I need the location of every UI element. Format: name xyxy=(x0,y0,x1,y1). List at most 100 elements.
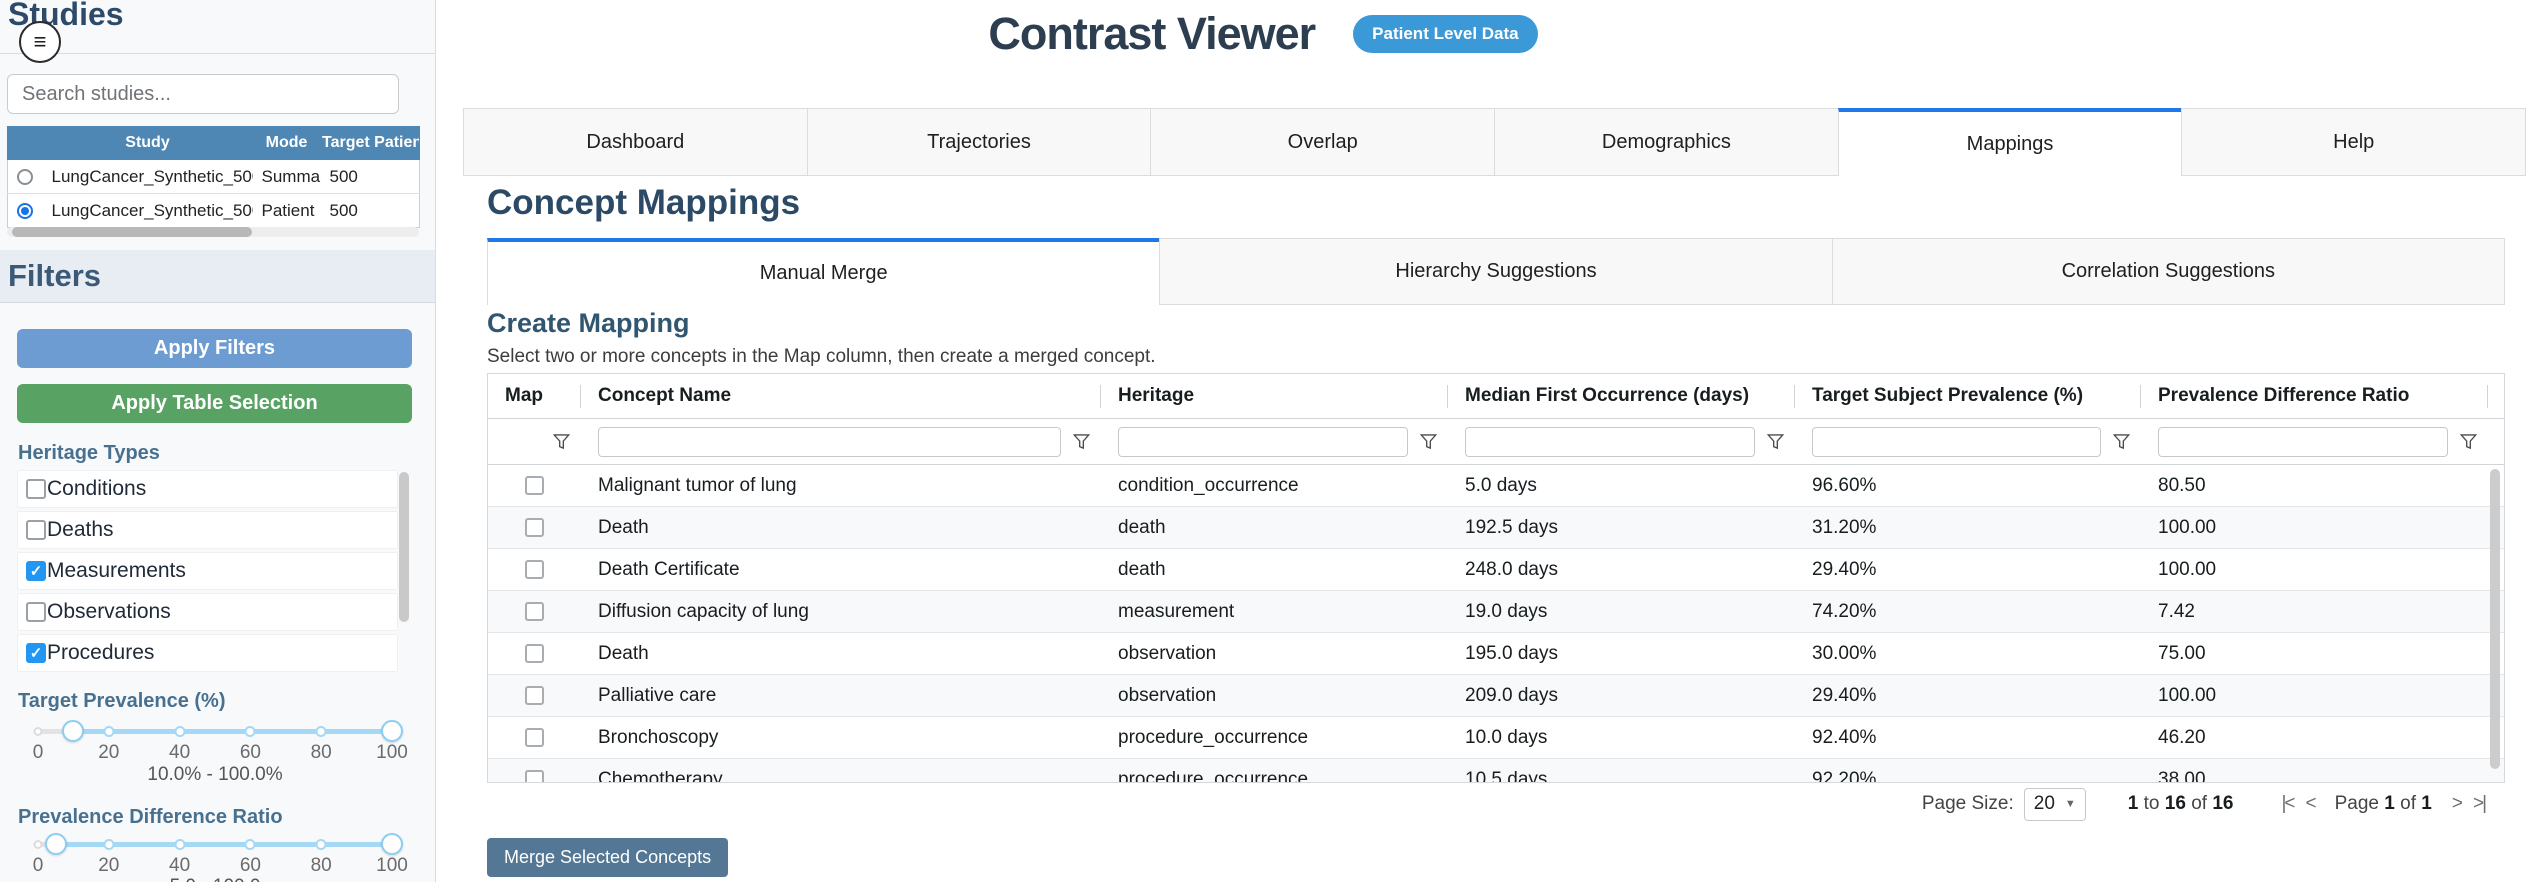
row-checkbox[interactable]: ✓ xyxy=(525,644,544,663)
heritage-option-measurements[interactable]: ✓ Measurements xyxy=(17,552,398,590)
study-radio[interactable] xyxy=(17,169,34,186)
row-checkbox[interactable]: ✓ xyxy=(525,476,544,495)
tab-demographics[interactable]: Demographics xyxy=(1494,108,1839,176)
filter-funnel-icon[interactable] xyxy=(541,433,581,450)
prevalence-difference-ratio-filter-input[interactable] xyxy=(2158,426,2448,457)
concept-name-cell: Death xyxy=(598,516,649,538)
heritage-option-procedures[interactable]: ✓ Procedures xyxy=(17,634,398,672)
heritage-option-deaths[interactable]: ✓ Deaths xyxy=(17,511,398,549)
filter-funnel-icon[interactable] xyxy=(1061,433,1101,450)
filter-funnel-icon[interactable] xyxy=(1408,433,1448,450)
app-title: Contrast Viewer xyxy=(988,8,1316,59)
menu-button[interactable]: ≡ xyxy=(19,21,61,63)
filter-funnel-icon[interactable] xyxy=(1755,433,1795,450)
grid-pagination: Page Size: 20 ▼ 1 to 16 of 16 |< < Page … xyxy=(487,783,2505,825)
concept-row[interactable]: ✓ Bronchoscopy procedure_occurrence 10.0… xyxy=(488,717,2504,759)
slider-tick xyxy=(33,840,43,849)
scrollbar-thumb[interactable] xyxy=(12,227,252,237)
filter-funnel-icon[interactable] xyxy=(2101,433,2141,450)
concept-row[interactable]: ✓ Death death 192.5 days 31.20% 100.00 xyxy=(488,507,2504,549)
tab-mappings[interactable]: Mappings xyxy=(1837,108,2183,176)
concept-name-cell: Death xyxy=(598,642,649,664)
median-first-occurrence-cell: 195.0 days xyxy=(1465,642,1558,664)
target-subject-prevalence-filter-input[interactable] xyxy=(1812,426,2101,457)
row-checkbox[interactable]: ✓ xyxy=(525,560,544,579)
column-header-target-subject-prevalence[interactable]: Target Subject Prevalence (%) xyxy=(1795,374,2141,418)
slider-tick xyxy=(103,726,115,737)
concept-row[interactable]: ✓ Death observation 195.0 days 30.00% 75… xyxy=(488,633,2504,675)
checkbox-checked[interactable]: ✓ xyxy=(26,561,46,581)
subtab-manual-merge[interactable]: Manual Merge xyxy=(487,238,1161,305)
concept-row[interactable]: ✓ Chemotherapy procedure_occurrence 10.5… xyxy=(488,759,2504,782)
studies-table-header: Study Mode Target Patients xyxy=(7,126,420,160)
filter-funnel-icon[interactable] xyxy=(2448,433,2488,450)
tab-trajectories[interactable]: Trajectories xyxy=(806,108,1152,176)
apply-filters-button[interactable]: Apply Filters xyxy=(17,329,412,368)
column-header-map[interactable]: Map xyxy=(488,374,581,418)
checkbox-unchecked[interactable]: ✓ xyxy=(26,602,46,622)
chevron-down-icon: ▼ xyxy=(2064,798,2076,810)
study-name-cell: LungCancer_Synthetic_500 xyxy=(42,193,253,228)
search-input[interactable] xyxy=(7,74,399,114)
column-header-median-first-occurrence[interactable]: Median First Occurrence (days) xyxy=(1448,374,1795,418)
slider-tick xyxy=(244,839,256,850)
merge-selected-concepts-button[interactable]: Merge Selected Concepts xyxy=(487,838,729,877)
patient-level-data-button[interactable]: Patient Level Data xyxy=(1353,15,1538,53)
slider-active-range xyxy=(55,842,392,847)
tab-dashboard[interactable]: Dashboard xyxy=(463,108,808,176)
concept-name-filter-input[interactable] xyxy=(598,426,1061,457)
heritage-cell: observation xyxy=(1118,642,1217,664)
slider-lower-handle[interactable] xyxy=(44,833,67,855)
subtab-correlation-suggestions[interactable]: Correlation Suggestions xyxy=(1831,238,2505,305)
concept-name-cell: Death Certificate xyxy=(598,558,740,580)
slider-upper-handle[interactable] xyxy=(381,720,403,742)
row-checkbox[interactable]: ✓ xyxy=(525,602,544,621)
target-prevalence-range-text: 10.0% - 100.0% xyxy=(147,764,283,785)
checkbox-unchecked[interactable]: ✓ xyxy=(26,479,46,499)
row-checkbox[interactable]: ✓ xyxy=(525,518,544,537)
tab-overlap[interactable]: Overlap xyxy=(1150,108,1496,176)
slider-upper-handle[interactable] xyxy=(381,833,403,855)
slider-tick xyxy=(174,839,186,850)
heritage-option-observations[interactable]: ✓ Observations xyxy=(17,593,398,631)
column-header-prevalence-difference-ratio[interactable]: Prevalence Difference Ratio xyxy=(2141,374,2488,418)
heritage-cell: condition_occurrence xyxy=(1118,474,1299,496)
create-mapping-title: Create Mapping xyxy=(487,308,690,338)
column-header-concept-name[interactable]: Concept Name xyxy=(581,374,1101,418)
studies-table-horizontal-scrollbar[interactable] xyxy=(7,227,419,237)
grid-vertical-scrollbar[interactable] xyxy=(2490,469,2500,769)
heritage-option-conditions[interactable]: ✓ Conditions xyxy=(17,470,398,508)
concept-row[interactable]: ✓ Palliative care observation 209.0 days… xyxy=(488,675,2504,717)
heritage-filter-input[interactable] xyxy=(1118,426,1408,457)
concept-row[interactable]: ✓ Diffusion capacity of lung measurement… xyxy=(488,591,2504,633)
concept-name-cell: Malignant tumor of lung xyxy=(598,474,797,496)
page-size-select[interactable]: 20 ▼ xyxy=(2023,787,2086,821)
main-header: Contrast Viewer Patient Level Data xyxy=(0,8,2526,60)
first-page-icon[interactable]: |< xyxy=(2281,793,2295,814)
checkbox-checked[interactable]: ✓ xyxy=(26,643,46,663)
tab-help[interactable]: Help xyxy=(2181,108,2526,176)
prevalence-difference-ratio-range-text: 5.0 - 100.0 xyxy=(38,876,392,882)
row-checkbox[interactable]: ✓ xyxy=(525,686,544,705)
column-header-heritage[interactable]: Heritage xyxy=(1101,374,1448,418)
checkbox-unchecked[interactable]: ✓ xyxy=(26,520,46,540)
study-row[interactable]: LungCancer_Synthetic_500_summary Summary… xyxy=(7,159,420,194)
grid-header-row: Map Concept Name Heritage Median First O… xyxy=(488,374,2504,419)
previous-page-icon[interactable]: < xyxy=(2305,793,2317,814)
concept-row[interactable]: ✓ Malignant tumor of lung condition_occu… xyxy=(488,465,2504,507)
create-mapping-instruction: Select two or more concepts in the Map c… xyxy=(487,346,1156,367)
heritage-list-scrollbar[interactable] xyxy=(399,472,409,622)
median-first-occurrence-filter-input[interactable] xyxy=(1465,426,1755,457)
concept-row[interactable]: ✓ Death Certificate death 248.0 days 29.… xyxy=(488,549,2504,591)
subtab-hierarchy-suggestions[interactable]: Hierarchy Suggestions xyxy=(1159,238,1833,305)
study-row[interactable]: LungCancer_Synthetic_500 Patient 500 xyxy=(7,193,420,228)
slider-tick xyxy=(315,726,327,737)
last-page-icon[interactable]: >| xyxy=(2472,793,2487,814)
study-radio-selected[interactable] xyxy=(17,203,34,220)
slider-lower-handle[interactable] xyxy=(62,720,85,742)
row-checkbox[interactable]: ✓ xyxy=(525,770,544,782)
next-page-icon[interactable]: > xyxy=(2451,793,2463,814)
row-checkbox[interactable]: ✓ xyxy=(525,728,544,747)
apply-table-selection-button[interactable]: Apply Table Selection xyxy=(17,384,412,423)
heritage-option-label: Deaths xyxy=(47,518,114,541)
